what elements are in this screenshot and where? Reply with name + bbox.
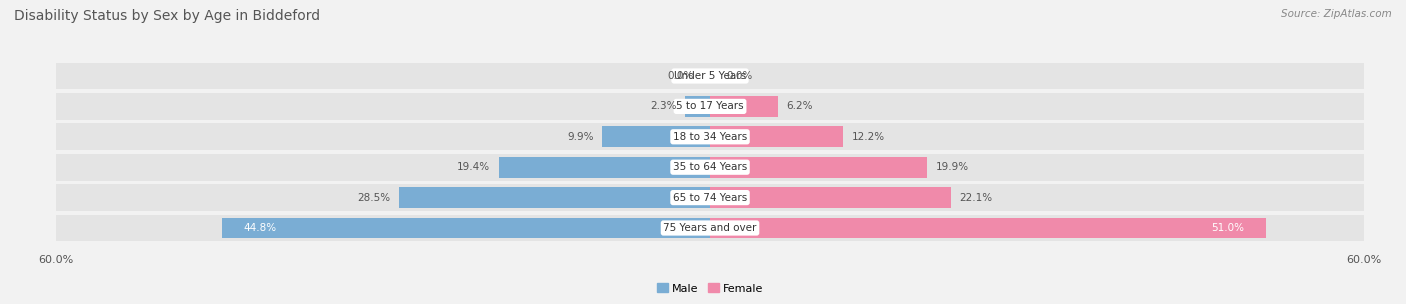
Text: 75 Years and over: 75 Years and over xyxy=(664,223,756,233)
Bar xyxy=(56,184,1364,211)
Bar xyxy=(399,187,710,208)
Text: 9.9%: 9.9% xyxy=(567,132,593,142)
Text: Disability Status by Sex by Age in Biddeford: Disability Status by Sex by Age in Bidde… xyxy=(14,9,321,23)
Bar xyxy=(56,93,1364,120)
Text: 44.8%: 44.8% xyxy=(243,223,277,233)
Legend: Male, Female: Male, Female xyxy=(652,279,768,298)
Text: 22.1%: 22.1% xyxy=(959,193,993,202)
Text: Source: ZipAtlas.com: Source: ZipAtlas.com xyxy=(1281,9,1392,19)
Bar xyxy=(710,126,844,147)
Text: 28.5%: 28.5% xyxy=(357,193,391,202)
Text: 35 to 64 Years: 35 to 64 Years xyxy=(673,162,747,172)
Bar xyxy=(602,126,710,147)
Text: 65 to 74 Years: 65 to 74 Years xyxy=(673,193,747,202)
Bar xyxy=(56,154,1364,181)
Bar xyxy=(710,187,950,208)
Text: 18 to 34 Years: 18 to 34 Years xyxy=(673,132,747,142)
Text: 12.2%: 12.2% xyxy=(852,132,884,142)
Bar xyxy=(56,63,1364,89)
Text: 51.0%: 51.0% xyxy=(1211,223,1244,233)
Text: 0.0%: 0.0% xyxy=(727,71,752,81)
Bar xyxy=(710,157,927,178)
Bar xyxy=(685,96,710,117)
Text: 19.4%: 19.4% xyxy=(457,162,489,172)
Text: 6.2%: 6.2% xyxy=(786,102,813,111)
Bar xyxy=(222,218,710,238)
Text: Under 5 Years: Under 5 Years xyxy=(673,71,747,81)
Bar xyxy=(499,157,710,178)
Text: 0.0%: 0.0% xyxy=(668,71,693,81)
Text: 5 to 17 Years: 5 to 17 Years xyxy=(676,102,744,111)
Bar xyxy=(710,218,1265,238)
Bar xyxy=(56,215,1364,241)
Bar xyxy=(710,96,778,117)
Text: 2.3%: 2.3% xyxy=(650,102,676,111)
Text: 19.9%: 19.9% xyxy=(935,162,969,172)
Bar xyxy=(56,123,1364,150)
